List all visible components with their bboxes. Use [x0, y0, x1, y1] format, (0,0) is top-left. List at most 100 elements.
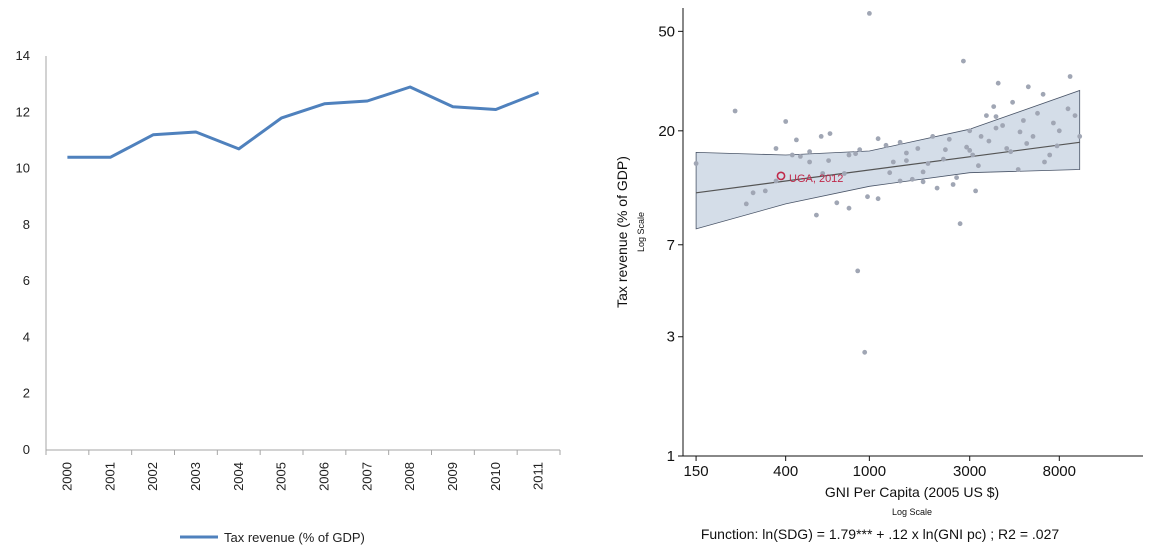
scatter-point — [993, 125, 999, 131]
left-y-ticks: 0 2 4 6 8 10 12 14 — [16, 48, 30, 457]
scatter-point — [1010, 99, 1015, 105]
right-scatter-chart: UGA, 2012 1 3 7 20 50 150 400 1000 3000 8000 Tax… — [614, 8, 1143, 542]
scatter-point — [1040, 91, 1046, 97]
left-x-tick-label: 2002 — [145, 462, 160, 491]
scatter-point — [915, 146, 921, 151]
scatter-point — [732, 108, 738, 114]
scatter-point — [887, 170, 893, 176]
left-y-tick-label: 14 — [16, 48, 30, 63]
left-y-tick-label: 4 — [23, 329, 30, 344]
left-x-tick-label: 2006 — [316, 462, 331, 491]
scatter-point — [1035, 110, 1040, 116]
legend-label: Tax revenue (% of GDP) — [224, 530, 365, 545]
scatter-point — [946, 136, 952, 142]
scatter-points — [693, 11, 1083, 355]
scatter-point — [961, 58, 966, 64]
scatter-point — [890, 159, 896, 165]
scatter-point — [967, 148, 973, 153]
scatter-point — [750, 190, 756, 196]
scatter-point — [973, 188, 978, 194]
left-x-tick-label: 2009 — [445, 462, 460, 491]
scatter-point — [794, 137, 799, 143]
scatter-point — [1025, 84, 1031, 90]
scatter-point — [1015, 167, 1021, 172]
right-y-ticks: 1 3 7 20 50 — [658, 23, 683, 465]
scatter-point — [827, 131, 833, 137]
scatter-point — [934, 185, 940, 191]
scatter-point — [976, 163, 981, 169]
scatter-point — [814, 212, 819, 218]
scatter-point — [1067, 74, 1073, 79]
scatter-point — [783, 119, 789, 124]
scatter-point — [818, 134, 824, 139]
scatter-point — [1024, 141, 1030, 146]
scatter-point — [743, 201, 749, 207]
scatter-point — [920, 179, 926, 185]
fit-line — [696, 141, 1080, 194]
scatter-point — [967, 128, 973, 134]
scatter-point — [826, 158, 831, 164]
scatter-point — [1017, 129, 1023, 135]
scatter-point — [920, 169, 926, 175]
scatter-point — [897, 178, 903, 184]
scatter-point — [883, 142, 889, 148]
scatter-point — [807, 149, 812, 155]
scatter-point — [798, 154, 803, 159]
scatter-point — [867, 11, 872, 16]
scatter-point — [1051, 120, 1056, 126]
left-series — [67, 85, 540, 159]
scatter-point — [857, 147, 863, 153]
scatter-point — [1054, 143, 1060, 149]
scatter-point — [897, 139, 903, 145]
scatter-point — [1077, 134, 1083, 139]
scatter-point — [855, 268, 861, 274]
left-x-tick-label: 2004 — [231, 462, 246, 491]
scatter-point — [993, 114, 999, 119]
scatter-point — [875, 196, 881, 202]
right-x-tick-label: 400 — [773, 463, 798, 480]
scatter-point — [909, 176, 915, 182]
scatter-point — [1000, 123, 1005, 128]
left-x-tick-label: 2008 — [402, 462, 417, 491]
series-line-tax-revenue — [67, 85, 540, 159]
left-x-tick-label: 2010 — [488, 462, 503, 491]
scatter-point — [984, 113, 989, 118]
left-x-tick-label: 2003 — [188, 462, 203, 491]
scatter-point — [789, 152, 795, 158]
right-y-axis-note: Log Scale — [636, 212, 646, 252]
scatter-point — [853, 151, 858, 157]
scatter-point — [875, 136, 881, 142]
scatter-point — [991, 104, 997, 109]
scatter-point — [693, 161, 699, 166]
right-y-tick-label: 3 — [667, 329, 675, 346]
right-y-tick-label: 20 — [658, 123, 675, 140]
right-y-axis-title: Tax revenue (% of GDP) — [614, 156, 630, 308]
scatter-point — [773, 178, 779, 184]
scatter-point — [846, 152, 852, 158]
scatter-point — [762, 188, 768, 194]
scatter-point — [1047, 152, 1053, 158]
scatter-point — [807, 159, 812, 165]
scatter-point — [865, 194, 870, 200]
right-x-axis-note: Log Scale — [892, 507, 932, 517]
left-line-chart: 0 2 4 6 8 10 12 14 2000 2001 2002 2003 2004 2005 2006… — [16, 48, 561, 545]
scatter-point — [986, 138, 992, 144]
right-x-tick-label: 8000 — [1043, 463, 1076, 480]
scatter-point — [1056, 128, 1062, 134]
scatter-point — [773, 146, 779, 151]
left-y-tick-label: 8 — [23, 217, 30, 232]
scatter-point — [1030, 134, 1036, 139]
scatter-point — [1021, 118, 1026, 123]
scatter-point — [954, 175, 959, 181]
scatter-point — [943, 147, 948, 153]
confidence-band — [695, 89, 1081, 230]
left-x-tick-label: 2011 — [531, 462, 546, 490]
left-legend: Tax revenue (% of GDP) — [180, 530, 365, 545]
right-x-tick-label: 150 — [684, 463, 709, 480]
right-x-ticks: 150 400 1000 3000 8000 — [684, 456, 1076, 480]
right-x-tick-label: 1000 — [853, 463, 886, 480]
scatter-point — [1004, 146, 1010, 151]
scatter-point — [1042, 159, 1047, 165]
scatter-point — [846, 205, 852, 211]
